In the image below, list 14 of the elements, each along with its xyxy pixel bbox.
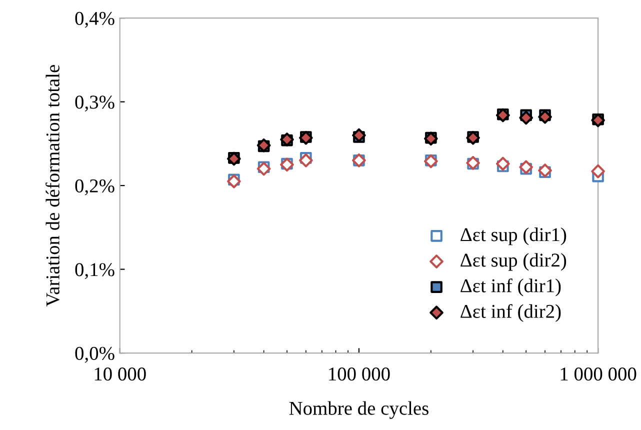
legend-label: Δεt sup (dir2) [460,253,566,271]
x-tick-label: 10 000 [94,367,146,381]
legend-label: Δεt inf (dir1) [460,278,561,296]
y-tick-label: 0,1% [75,263,114,280]
y-tick-label: 0,2% [75,179,114,196]
y-tick-label: 0,0% [75,346,114,363]
legend-label: Δεt inf (dir2) [460,304,561,322]
y-tick-label: 0,3% [75,96,114,112]
x-axis-title: Nombre de cycles [289,401,428,419]
y-tick-label: 0,4% [75,12,114,28]
y-axis-title: Variation de déformation totale [46,65,60,307]
x-tick-label: 100 000 [329,367,390,381]
x-tick-label: 1 000 000 [560,367,636,381]
legend-label: Δεt sup (dir1) [460,228,566,246]
